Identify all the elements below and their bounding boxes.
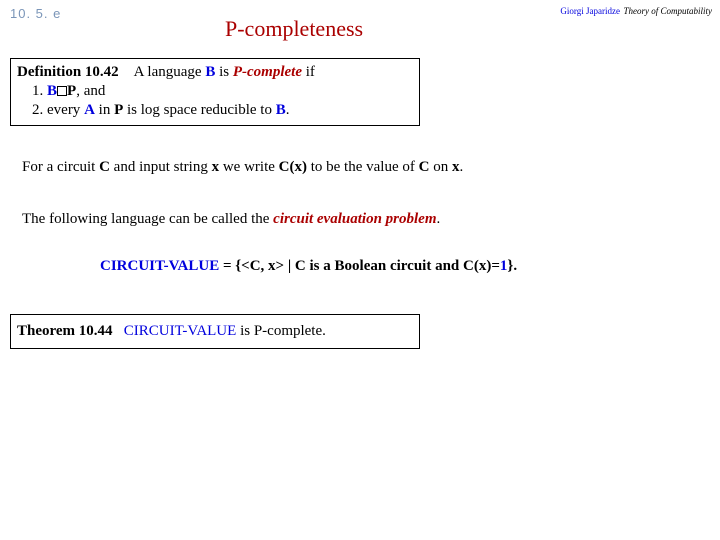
theorem-box: Theorem 10.44 CIRCUIT-VALUE is P-complet… [10, 314, 420, 349]
def-lang-B: B [205, 64, 215, 80]
body-C2: C [419, 159, 430, 175]
cv-C: C [295, 258, 306, 274]
definition-box: Definition 10.42 A language B is P-compl… [10, 58, 420, 126]
def-text: A language [134, 64, 206, 80]
cv-pair: <C, x> [241, 258, 284, 274]
def-pcomplete: P-complete [233, 64, 302, 80]
def-item1-prefix [17, 83, 32, 99]
body-text: we write [219, 159, 279, 175]
body-Cx: C(x) [279, 159, 307, 175]
def-item1-P: P [67, 83, 76, 99]
thm-spacer [116, 323, 124, 339]
theorem-label: Theorem 10.44 [17, 323, 113, 339]
circuit-value-def: CIRCUIT-VALUE = {<C, x> | C is a Boolean… [100, 258, 517, 275]
body-C: C [99, 159, 110, 175]
circuit-eval-problem: circuit evaluation problem [273, 211, 436, 227]
cv-mid: | [284, 258, 295, 274]
cv-mid2: is a Boolean circuit and [306, 258, 463, 274]
definition-label: Definition 10.42 [17, 64, 119, 80]
def-item1-tail: , and [76, 83, 105, 99]
def-item2-tail2: . [286, 102, 290, 118]
def-item2-num: 2. every [32, 102, 84, 118]
def-item2-mid: in [95, 102, 114, 118]
author-name: Giorgi Japaridze [560, 6, 620, 16]
cv-name: CIRCUIT-VALUE [100, 258, 219, 274]
body-text: . [437, 211, 441, 227]
cv-eq: = { [219, 258, 241, 274]
course-title: Theory of Computability [624, 6, 713, 16]
def-item2-B: B [276, 102, 286, 118]
def-text: is [215, 64, 233, 80]
def-item1-B: B [47, 83, 57, 99]
theorem-name: CIRCUIT-VALUE [124, 323, 237, 339]
body-x: x [212, 159, 220, 175]
def-text: if [302, 64, 315, 80]
body-text: to be the value of [307, 159, 419, 175]
body-text: For a circuit [22, 159, 99, 175]
def-text [122, 64, 133, 80]
body-line-2: The following language can be called the… [22, 210, 708, 230]
body-line-1: For a circuit C and input string x we wr… [22, 158, 708, 178]
def-item2-A: A [84, 102, 95, 118]
page-title: P-completeness [225, 16, 363, 42]
def-item2-tail1: is log space reducible to [123, 102, 275, 118]
def-item1-num: 1. [32, 83, 47, 99]
in-symbol-icon [57, 86, 67, 96]
body-text: The following language can be called the [22, 211, 273, 227]
cv-eq1: = [491, 258, 500, 274]
cv-tail: }. [507, 258, 517, 274]
section-number: 10. 5. e [10, 6, 61, 21]
body-text: . [459, 159, 463, 175]
def-item2-prefix [17, 102, 32, 118]
theorem-tail: is P-complete. [236, 323, 326, 339]
def-item2-P: P [114, 102, 123, 118]
body-text: and input string [110, 159, 212, 175]
cv-Cx: C(x) [463, 258, 491, 274]
body-text: on [429, 159, 452, 175]
